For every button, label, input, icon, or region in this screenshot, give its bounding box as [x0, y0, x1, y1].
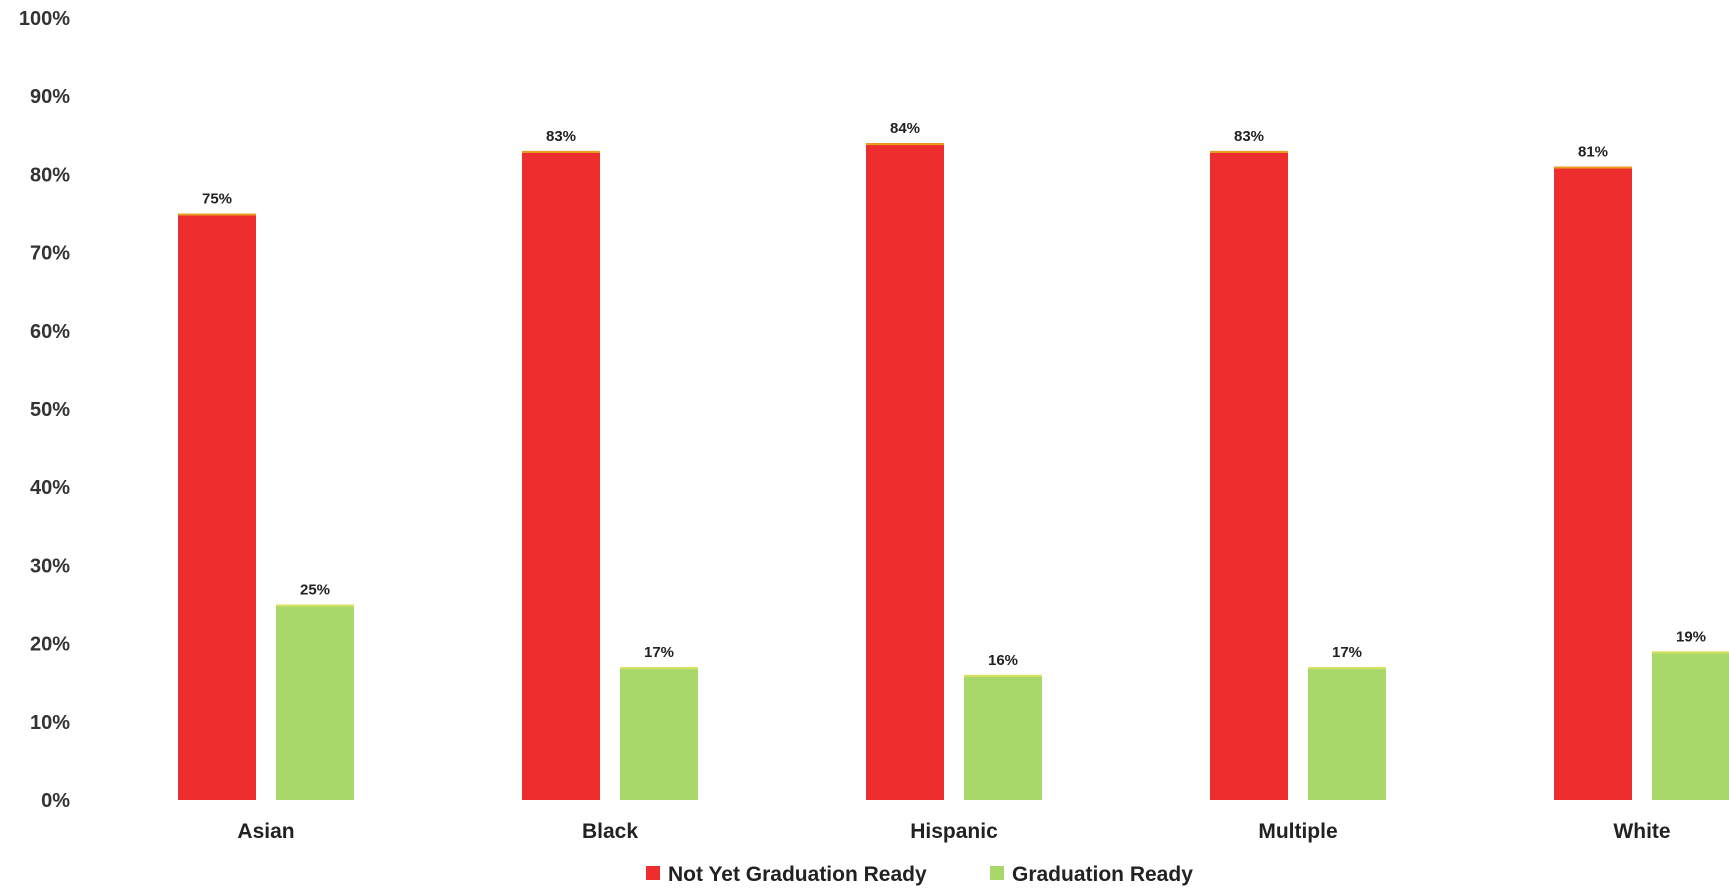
bar-top-edge [1308, 667, 1386, 670]
y-tick-label: 80% [30, 164, 70, 186]
y-tick-label: 10% [30, 712, 70, 734]
bar-top-edge [866, 143, 944, 146]
legend-swatch [990, 866, 1004, 880]
bar-not-yet-ready-multiple [1210, 150, 1288, 800]
data-label: 84% [890, 120, 920, 137]
y-tick-label: 70% [30, 243, 70, 265]
bar-ready-multiple [1308, 667, 1386, 800]
legend-label: Not Yet Graduation Ready [668, 863, 927, 886]
data-label: 17% [644, 644, 674, 661]
bar-top-edge [620, 667, 698, 670]
data-labels: 75% 83% 84% 83% 81% 25% 17% 16% 17% 19% [202, 120, 1706, 669]
bar-top-edge [964, 674, 1042, 677]
x-tick-label: White [1613, 820, 1670, 843]
bar-ready-hispanic [964, 674, 1042, 800]
data-label: 16% [988, 652, 1018, 669]
legend: Not Yet Graduation Ready Graduation Ready [646, 863, 1193, 886]
data-label: 19% [1676, 628, 1706, 645]
data-label: 25% [300, 582, 330, 599]
legend-swatch [646, 866, 660, 880]
bars [178, 143, 1729, 800]
y-tick-label: 40% [30, 477, 70, 499]
bar-ready-asian [276, 604, 354, 800]
bar-top-edge [1554, 166, 1632, 169]
x-tick-label: Asian [237, 820, 294, 843]
y-tick-label: 60% [30, 321, 70, 343]
bar-not-yet-ready-black [522, 150, 600, 800]
y-tick-label: 20% [30, 634, 70, 656]
bar-ready-white [1652, 651, 1729, 800]
bar-not-yet-ready-asian [178, 213, 256, 800]
y-tick-label: 90% [30, 86, 70, 108]
y-axis: 0% 10% 20% 30% 40% 50% 60% 70% 80% 90% 100% [19, 8, 70, 812]
y-tick-label: 100% [19, 8, 70, 30]
y-tick-label: 30% [30, 555, 70, 577]
data-label: 83% [546, 128, 576, 145]
bar-top-edge [178, 213, 256, 216]
data-label: 83% [1234, 128, 1264, 145]
bar-top-edge [276, 604, 354, 607]
bar-not-yet-ready-hispanic [866, 143, 944, 800]
bar-top-edge [1210, 150, 1288, 153]
x-axis: Asian Black Hispanic Multiple White [237, 820, 1670, 843]
data-label: 81% [1578, 144, 1608, 161]
x-tick-label: Hispanic [910, 820, 998, 843]
bar-top-edge [522, 150, 600, 153]
y-tick-label: 50% [30, 399, 70, 421]
bar-not-yet-ready-white [1554, 166, 1632, 800]
data-label: 75% [202, 191, 232, 208]
x-tick-label: Black [582, 820, 638, 843]
bar-ready-black [620, 667, 698, 800]
data-label: 17% [1332, 644, 1362, 661]
bar-top-edge [1652, 651, 1729, 654]
x-tick-label: Multiple [1258, 820, 1337, 843]
y-tick-label: 0% [41, 790, 70, 812]
legend-label: Graduation Ready [1012, 863, 1193, 886]
